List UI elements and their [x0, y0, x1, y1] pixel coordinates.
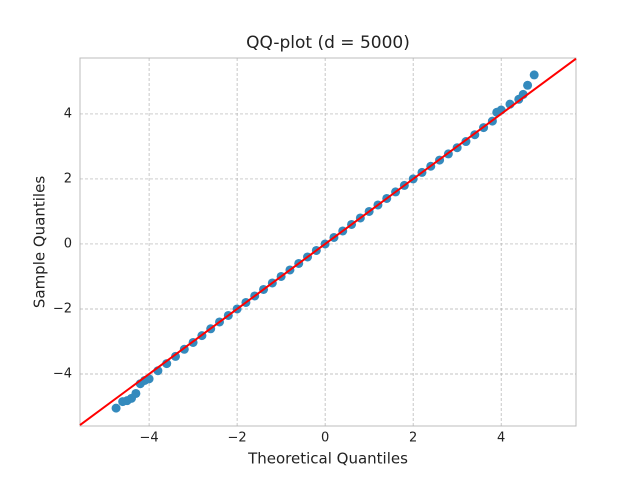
x-axis-label: Theoretical Quantiles: [247, 450, 408, 468]
y-tick-label: 2: [64, 171, 72, 186]
point: [162, 359, 172, 369]
x-tick-label: 4: [497, 431, 505, 446]
y-tick-label: −2: [53, 301, 72, 316]
x-tick-label: 0: [321, 431, 329, 446]
y-axis-label: Sample Quantiles: [31, 176, 49, 308]
point: [523, 80, 533, 90]
x-tick-label: 2: [409, 431, 417, 446]
x-tick-label: −2: [228, 431, 247, 446]
y-tick-label: 4: [64, 106, 72, 121]
point: [111, 403, 121, 413]
point: [529, 70, 539, 80]
chart-title: QQ-plot (d = 5000): [246, 33, 410, 53]
y-tick-label: 0: [64, 236, 72, 251]
point: [131, 388, 141, 398]
x-tick-label: −4: [140, 431, 159, 446]
point: [171, 351, 181, 361]
y-tick-label: −4: [53, 366, 72, 381]
reference-line: [79, 57, 577, 426]
